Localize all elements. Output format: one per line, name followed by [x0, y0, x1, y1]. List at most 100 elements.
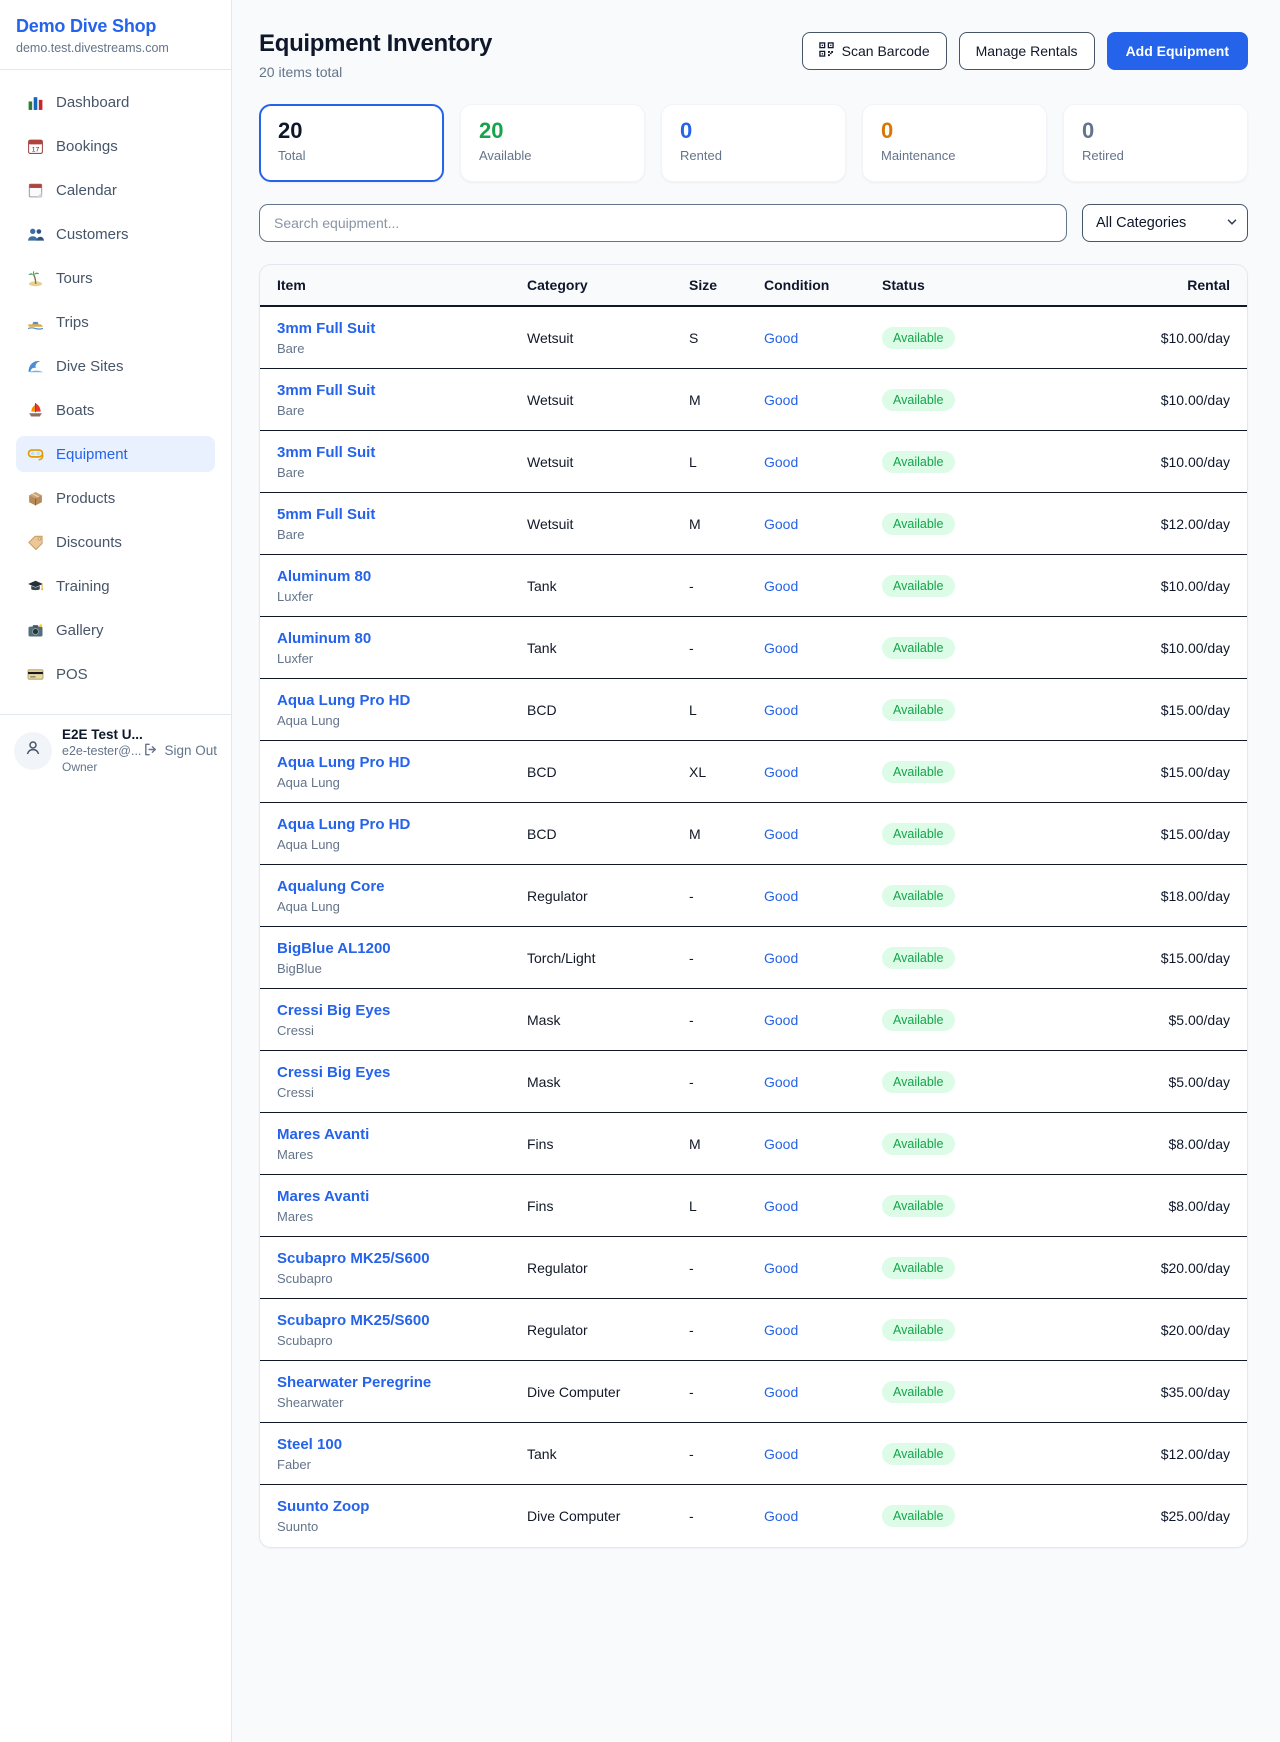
condition-link[interactable]: Good	[764, 1073, 799, 1090]
item-brand: Suunto	[277, 1519, 319, 1534]
item-name-link[interactable]: Mares Avanti	[277, 1125, 370, 1143]
sidebar-item-dive-sites[interactable]: Dive Sites	[16, 348, 215, 384]
item-name-link[interactable]: Mares Avanti	[277, 1187, 370, 1205]
item-name-link[interactable]: 3mm Full Suit	[277, 443, 376, 461]
condition-link[interactable]: Good	[764, 1383, 799, 1400]
sidebar-item-label: Dashboard	[56, 93, 130, 111]
status-badge: Available	[882, 760, 955, 783]
item-name-link[interactable]: Scubapro MK25/S600	[277, 1311, 430, 1329]
cell-rental: $25.00/day	[1160, 1508, 1230, 1524]
sidebar-item-dashboard[interactable]: Dashboard	[16, 84, 215, 120]
cell-size: -	[689, 1508, 694, 1524]
condition-link[interactable]: Good	[764, 1259, 799, 1276]
sidebar-item-pos[interactable]: POS	[16, 656, 215, 692]
stat-card-available[interactable]: 20 Available	[460, 104, 645, 182]
sidebar-item-bookings[interactable]: 17 Bookings	[16, 128, 215, 164]
sidebar-item-training[interactable]: Training	[16, 568, 215, 604]
cell-size: -	[689, 577, 694, 594]
sidebar-item-label: Customers	[56, 225, 129, 243]
item-name-link[interactable]: Aqua Lung Pro HD	[277, 691, 411, 709]
sidebar-item-trips[interactable]: Trips	[16, 304, 215, 340]
item-name-link[interactable]: Shearwater Peregrine	[277, 1373, 432, 1391]
item-name-link[interactable]: Aluminum 80	[277, 629, 372, 647]
condition-link[interactable]: Good	[764, 1135, 799, 1152]
sidebar-item-customers[interactable]: Customers	[16, 216, 215, 252]
table-row: 5mm Full Suit Bare Wetsuit M Good Availa…	[260, 493, 1247, 555]
status-badge: Available	[882, 326, 955, 349]
cell-rental: $10.00/day	[1160, 577, 1230, 594]
cell-size: L	[689, 453, 697, 470]
condition-link[interactable]: Good	[764, 329, 799, 346]
condition-link[interactable]: Good	[764, 515, 799, 532]
item-name-link[interactable]: Suunto Zoop	[277, 1498, 370, 1515]
stat-label: Available	[479, 148, 532, 164]
condition-link[interactable]: Good	[764, 577, 799, 594]
sidebar-item-label: Products	[56, 489, 116, 507]
item-name-link[interactable]: Scubapro MK25/S600	[277, 1249, 430, 1267]
sidebar-item-products[interactable]: Products	[16, 480, 215, 516]
sidebar-nav: Dashboard 17 Bookings Calendar Customers…	[0, 70, 231, 710]
condition-link[interactable]: Good	[764, 453, 799, 470]
stat-card-retired[interactable]: 0 Retired	[1063, 104, 1248, 182]
sign-out-button[interactable]: Sign Out	[143, 742, 217, 760]
stat-card-total[interactable]: 20 Total	[259, 104, 444, 182]
condition-link[interactable]: Good	[764, 1197, 799, 1214]
column-header-size: Size	[689, 277, 718, 293]
item-name-link[interactable]: 3mm Full Suit	[277, 381, 376, 399]
sidebar-item-label: Dive Sites	[56, 357, 124, 375]
condition-link[interactable]: Good	[764, 949, 799, 966]
sidebar-item-calendar[interactable]: Calendar	[16, 172, 215, 208]
condition-link[interactable]: Good	[764, 763, 799, 780]
cell-size: -	[689, 1321, 694, 1338]
item-name-link[interactable]: Aluminum 80	[277, 567, 372, 585]
item-brand: Bare	[277, 340, 305, 356]
item-name-link[interactable]: Aqualung Core	[277, 877, 385, 895]
stat-card-maintenance[interactable]: 0 Maintenance	[862, 104, 1047, 182]
sidebar-item-equipment[interactable]: Equipment	[16, 436, 215, 472]
condition-link[interactable]: Good	[764, 887, 799, 904]
cell-category: Dive Computer	[527, 1383, 621, 1400]
item-name-link[interactable]: 3mm Full Suit	[277, 319, 376, 337]
sidebar-item-tours[interactable]: Tours	[16, 260, 215, 296]
qr-code-icon	[818, 42, 834, 60]
avatar	[14, 731, 52, 770]
add-equipment-button[interactable]: Add Equipment	[1106, 32, 1248, 70]
item-name-link[interactable]: Aqua Lung Pro HD	[277, 815, 411, 833]
condition-link[interactable]: Good	[764, 639, 799, 656]
sidebar-item-gallery[interactable]: Gallery	[16, 612, 215, 648]
cell-category: Wetsuit	[527, 329, 574, 346]
table-row: Aqualung Core Aqua Lung Regulator - Good…	[260, 865, 1247, 927]
user-role: Owner	[62, 760, 98, 774]
sidebar-item-boats[interactable]: Boats	[16, 392, 215, 428]
status-badge: Available	[882, 1442, 955, 1465]
cell-size: M	[689, 1135, 701, 1152]
stat-card-rented[interactable]: 0 Rented	[661, 104, 846, 182]
condition-link[interactable]: Good	[764, 1508, 799, 1524]
item-name-link[interactable]: Cressi Big Eyes	[277, 1001, 391, 1019]
search-input[interactable]	[259, 204, 1067, 242]
condition-link[interactable]: Good	[764, 1321, 799, 1338]
item-brand: Cressi	[277, 1084, 314, 1100]
condition-link[interactable]: Good	[764, 391, 799, 408]
condition-link[interactable]: Good	[764, 701, 799, 718]
item-name-link[interactable]: 5mm Full Suit	[277, 505, 376, 523]
condition-link[interactable]: Good	[764, 825, 799, 842]
item-brand: Bare	[277, 526, 305, 542]
item-name-link[interactable]: BigBlue AL1200	[277, 939, 391, 957]
condition-link[interactable]: Good	[764, 1011, 799, 1028]
category-select[interactable]: All Categories	[1082, 204, 1248, 242]
scan-barcode-button[interactable]: Scan Barcode	[801, 32, 947, 70]
sidebar-item-discounts[interactable]: Discounts	[16, 524, 215, 560]
stat-value: 20	[278, 118, 303, 143]
condition-link[interactable]: Good	[764, 1445, 799, 1462]
table-row: Scubapro MK25/S600 Scubapro Regulator - …	[260, 1299, 1247, 1361]
sidebar-item-label: Discounts	[56, 533, 122, 551]
item-name-link[interactable]: Steel 100	[277, 1435, 343, 1453]
item-name-link[interactable]: Cressi Big Eyes	[277, 1063, 391, 1081]
cell-category: Wetsuit	[527, 391, 574, 408]
item-brand: Scubapro	[277, 1270, 333, 1286]
brand-domain: demo.test.divestreams.com	[16, 41, 169, 55]
manage-rentals-button[interactable]: Manage Rentals	[958, 32, 1095, 70]
person-icon	[23, 738, 43, 763]
item-name-link[interactable]: Aqua Lung Pro HD	[277, 753, 411, 771]
